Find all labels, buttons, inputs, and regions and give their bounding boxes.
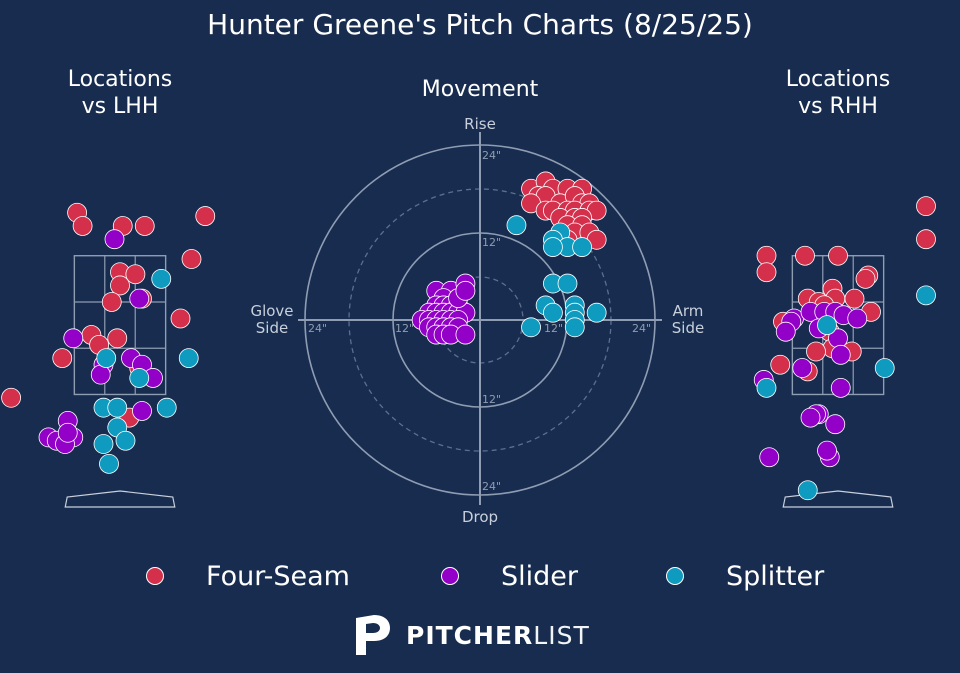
pitch-point-four-seam [125, 264, 146, 285]
pitch-point-slider [129, 288, 150, 309]
pitch-point-four-seam [72, 216, 93, 236]
legend: Four-Seam Slider Splitter [0, 556, 960, 596]
pitch-point-splitter [178, 348, 199, 369]
legend-marker-slider [441, 567, 459, 585]
pitch-point-four-seam [107, 328, 128, 349]
legend-label-four-seam: Four-Seam [206, 560, 350, 592]
pitch-point-four-seam [828, 245, 848, 266]
pitch-point-four-seam [170, 308, 191, 329]
pitch-point-four-seam [134, 216, 155, 236]
pitch-point-four-seam [756, 262, 777, 283]
legend-label-slider: Slider [501, 560, 578, 592]
rhh-title-text: Locations vs RHH [785, 67, 891, 119]
pitch-point-four-seam [806, 341, 826, 362]
pitch-point-slider [759, 447, 780, 468]
movement-point-slider [455, 324, 476, 345]
pitch-point-splitter [797, 480, 818, 501]
pitch-point-four-seam [110, 275, 130, 296]
lhh-location-panel [1, 202, 216, 508]
movement-point-splitter [564, 317, 585, 338]
movement-point-slider [455, 280, 476, 301]
pitch-point-slider [847, 308, 868, 329]
legend-marker-four-seam [146, 567, 164, 585]
ring-label-top-24: 24" [482, 149, 502, 162]
pitch-point-splitter [115, 430, 136, 451]
pitch-point-four-seam [195, 206, 216, 226]
ring-label-bottom-24: 24" [482, 480, 502, 493]
pitch-point-slider [792, 358, 813, 378]
pitch-point-splitter [96, 348, 117, 369]
pitch-point-splitter [817, 315, 837, 335]
legend-marker-splitter [666, 567, 684, 585]
home-plate [64, 490, 176, 508]
pitch-point-slider [800, 407, 821, 428]
pitch-point-splitter [756, 377, 777, 398]
pitch-point-splitter [99, 453, 119, 474]
movement-panel [298, 132, 662, 505]
movement-point-splitter [543, 237, 563, 257]
strike-zone-outline [73, 255, 167, 396]
pitch-point-slider [57, 422, 78, 443]
pitch-point-slider [104, 229, 125, 250]
legend-item-splitter: Splitter [666, 556, 824, 596]
pitch-point-slider [63, 328, 84, 349]
movement-panel-title: Movement [421, 77, 539, 102]
pitch-point-splitter [93, 434, 114, 454]
pitch-point-slider [830, 377, 851, 398]
ring-label-left-12: 12" [395, 322, 415, 335]
pitch-point-splitter [874, 358, 895, 378]
legend-item-slider: Slider [441, 556, 578, 596]
home-plate [782, 490, 894, 508]
brand-text-light: LIST [533, 620, 590, 650]
movement-point-splitter [572, 237, 592, 257]
ring-label-right-12: 12" [544, 322, 564, 335]
axis-label-arm-side: Arm Side [671, 302, 705, 337]
pitcherlist-wordmark: PITCHERLIST [406, 621, 590, 650]
pitch-point-slider [132, 401, 152, 421]
pitch-point-four-seam [844, 288, 865, 309]
pitcherlist-p-icon [356, 615, 390, 655]
chart-title: Hunter Greene's Pitch Charts (8/25/25) [207, 8, 753, 41]
pitch-point-splitter [156, 397, 177, 418]
pitch-point-four-seam [101, 292, 122, 312]
pitch-point-slider [775, 321, 796, 342]
ring-label-right-24: 24" [632, 322, 652, 335]
lhh-panel-title: Locations vs LHH [10, 66, 230, 120]
pitch-point-slider [90, 364, 111, 385]
movement-point-splitter [521, 317, 541, 338]
pitch-point-splitter [916, 285, 936, 306]
legend-item-four-seam: Four-Seam [146, 556, 350, 596]
ring-label-top-12: 12" [482, 236, 502, 249]
ring-label-bottom-12: 12" [482, 393, 502, 406]
pitch-point-four-seam [1, 387, 22, 408]
movement-point-splitter [506, 215, 527, 236]
axis-label-rise: Rise [464, 115, 496, 133]
axis-label-glove-side: Glove Side [250, 302, 294, 337]
pitch-point-four-seam [855, 268, 876, 289]
rhh-location-panel [753, 196, 936, 508]
ring-label-left-24: 24" [308, 322, 328, 335]
legend-label-splitter: Splitter [726, 560, 825, 592]
pitch-point-four-seam [795, 245, 815, 266]
pitch-point-splitter [107, 397, 128, 418]
pitch-point-four-seam [181, 249, 202, 269]
lhh-title-text: Locations vs LHH [67, 67, 173, 119]
pitch-point-slider [830, 344, 851, 365]
rhh-panel-title: Locations vs RHH [728, 66, 948, 120]
pitch-point-slider [817, 440, 837, 461]
brand-text-bold: PITCHER [406, 620, 534, 650]
movement-point-splitter [557, 273, 578, 294]
pitch-point-slider [825, 414, 846, 435]
axis-label-drop: Drop [461, 508, 499, 526]
movement-point-splitter [543, 302, 563, 323]
pitch-point-four-seam [916, 229, 936, 250]
pitch-point-four-seam [52, 348, 73, 369]
pitch-charts-svg [1, 132, 936, 508]
pitch-point-splitter [151, 268, 172, 289]
movement-point-splitter [586, 302, 607, 323]
pitch-point-splitter [129, 368, 150, 388]
pitch-point-four-seam [770, 354, 791, 375]
pitch-point-four-seam [916, 196, 936, 217]
pitcherlist-logo: PITCHERLIST [352, 612, 590, 658]
